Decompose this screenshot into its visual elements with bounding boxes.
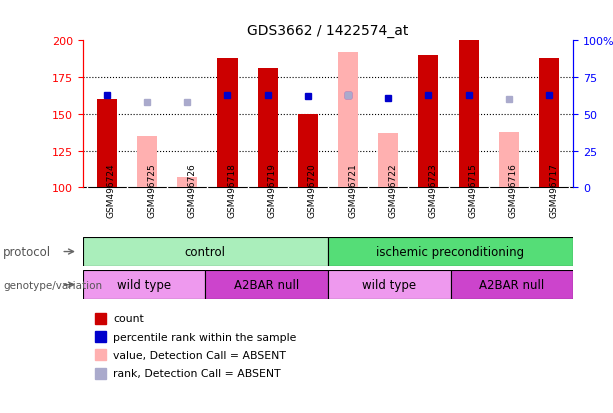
Bar xyxy=(419,56,438,188)
Bar xyxy=(205,271,328,299)
Text: GSM496722: GSM496722 xyxy=(388,163,397,218)
Bar xyxy=(459,41,479,188)
Text: protocol: protocol xyxy=(3,245,51,259)
Bar xyxy=(177,178,197,188)
Text: A2BAR null: A2BAR null xyxy=(479,278,544,292)
Text: rank, Detection Call = ABSENT: rank, Detection Call = ABSENT xyxy=(113,368,281,378)
Text: GSM496719: GSM496719 xyxy=(268,163,276,218)
Text: value, Detection Call = ABSENT: value, Detection Call = ABSENT xyxy=(113,350,286,360)
Bar xyxy=(97,100,117,188)
Bar xyxy=(83,271,205,299)
Bar xyxy=(83,237,328,266)
Text: wild type: wild type xyxy=(362,278,416,292)
Text: GSM496723: GSM496723 xyxy=(428,163,438,218)
Text: A2BAR null: A2BAR null xyxy=(234,278,299,292)
Text: ischemic preconditioning: ischemic preconditioning xyxy=(376,245,525,259)
Bar xyxy=(298,114,318,188)
Text: wild type: wild type xyxy=(117,278,171,292)
Bar xyxy=(499,132,519,188)
Text: percentile rank within the sample: percentile rank within the sample xyxy=(113,332,297,342)
Text: GSM496724: GSM496724 xyxy=(107,163,116,218)
Bar xyxy=(539,59,559,188)
Text: GSM496717: GSM496717 xyxy=(549,163,558,218)
Bar xyxy=(328,271,451,299)
Text: GSM496715: GSM496715 xyxy=(469,163,478,218)
Text: GSM496721: GSM496721 xyxy=(348,163,357,218)
Bar xyxy=(338,53,358,188)
Bar xyxy=(451,271,573,299)
Bar xyxy=(137,137,157,188)
Text: genotype/variation: genotype/variation xyxy=(3,280,102,290)
Title: GDS3662 / 1422574_at: GDS3662 / 1422574_at xyxy=(247,24,409,38)
Text: GSM496716: GSM496716 xyxy=(509,163,518,218)
Text: GSM496720: GSM496720 xyxy=(308,163,317,218)
Bar xyxy=(257,69,278,188)
Text: GSM496718: GSM496718 xyxy=(227,163,237,218)
Text: control: control xyxy=(185,245,226,259)
Text: count: count xyxy=(113,314,144,324)
Bar xyxy=(328,237,573,266)
Bar xyxy=(378,134,398,188)
Text: GSM496726: GSM496726 xyxy=(187,163,196,218)
Text: GSM496725: GSM496725 xyxy=(147,163,156,218)
Bar xyxy=(218,59,237,188)
